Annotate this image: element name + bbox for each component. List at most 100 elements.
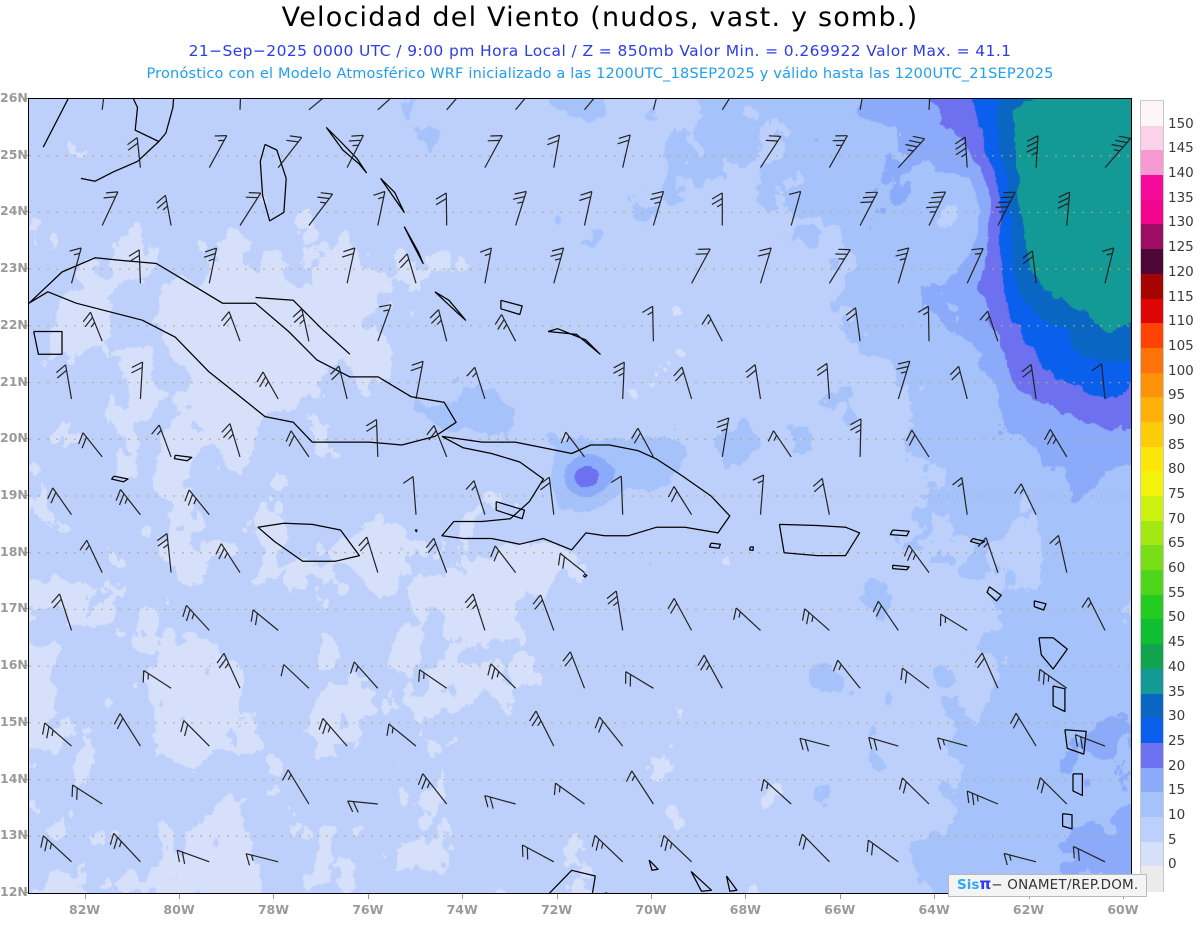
lat-tick-label: 12N bbox=[0, 884, 28, 899]
colorbar-band bbox=[1141, 816, 1163, 843]
colorbar-band bbox=[1141, 421, 1163, 448]
colorbar-tick-label: 145 bbox=[1168, 140, 1194, 157]
lon-tick-label: 82W bbox=[69, 902, 101, 917]
colorbar-band bbox=[1141, 767, 1163, 793]
colorbar-tick-label: 30 bbox=[1168, 708, 1186, 725]
lon-tick-mark bbox=[84, 894, 86, 899]
colorbar-band bbox=[1141, 101, 1163, 127]
colorbar[interactable] bbox=[1140, 100, 1164, 892]
lon-tick-mark bbox=[839, 894, 841, 899]
colorbar-band bbox=[1141, 446, 1163, 472]
lon-tick-label: 74W bbox=[446, 902, 478, 917]
colorbar-band bbox=[1141, 175, 1163, 201]
colorbar-tick-label: 45 bbox=[1168, 634, 1186, 651]
lat-tick-label: 13N bbox=[0, 827, 28, 843]
logo-sis-text: Sis bbox=[957, 877, 980, 893]
colorbar-tick-label: 140 bbox=[1168, 165, 1194, 182]
colorbar-tick-label: 60 bbox=[1168, 560, 1186, 577]
lat-tick-mark bbox=[23, 892, 28, 893]
colorbar-band bbox=[1141, 273, 1163, 300]
colorbar-tick-label: 35 bbox=[1168, 683, 1186, 700]
lat-tick-label: 14N bbox=[0, 770, 28, 786]
colorbar-tick-label: 85 bbox=[1168, 436, 1186, 453]
attribution-logo: Sisπ− ONAMET/REP.DOM. bbox=[948, 874, 1148, 897]
lat-tick-label: 25N bbox=[0, 146, 28, 162]
colorbar-band bbox=[1141, 594, 1163, 621]
colorbar-tick-label: 90 bbox=[1168, 411, 1186, 428]
lat-tick-label: 17N bbox=[0, 600, 28, 616]
colorbar-tick-label: 75 bbox=[1168, 486, 1186, 502]
lon-tick-mark bbox=[745, 894, 747, 899]
model-info-line: Pronóstico con el Modelo Atmosférico WRF… bbox=[146, 66, 1054, 82]
colorbar-tick-label: 105 bbox=[1168, 337, 1194, 354]
wind-speed-shading bbox=[29, 99, 1131, 893]
colorbar-tick-label: 20 bbox=[1168, 757, 1186, 774]
colorbar-tick-label: 150 bbox=[1168, 115, 1194, 132]
lat-tick-mark bbox=[23, 438, 28, 440]
colorbar-tick-label: 95 bbox=[1168, 387, 1186, 404]
lon-tick-label: 80W bbox=[163, 902, 195, 917]
lat-tick-label: 24N bbox=[0, 203, 28, 219]
logo-org-text: − ONAMET/REP.DOM. bbox=[991, 877, 1139, 893]
colorbar-band bbox=[1141, 570, 1163, 596]
colorbar-tick-label: 70 bbox=[1168, 510, 1186, 527]
lat-tick-mark bbox=[23, 154, 28, 156]
map-panel[interactable] bbox=[28, 98, 1132, 894]
lon-tick-label: 68W bbox=[729, 902, 761, 917]
colorbar-tick-label: 100 bbox=[1168, 362, 1194, 379]
lat-tick-label: 16N bbox=[0, 657, 28, 673]
colorbar-tick-label: 110 bbox=[1168, 313, 1194, 330]
lat-tick-mark bbox=[23, 211, 28, 213]
colorbar-band bbox=[1141, 792, 1163, 818]
colorbar-tick-label: 50 bbox=[1168, 609, 1186, 626]
colorbar-tick-label: 15 bbox=[1168, 782, 1186, 799]
colorbar-tick-label: 80 bbox=[1168, 461, 1186, 478]
colorbar-band bbox=[1141, 150, 1163, 176]
lat-tick-mark bbox=[23, 381, 28, 383]
colorbar-tick-label: 0 bbox=[1168, 856, 1177, 873]
colorbar-tick-label: 135 bbox=[1168, 189, 1194, 206]
lat-tick-label: 15N bbox=[0, 713, 28, 729]
lon-tick-label: 62W bbox=[1012, 902, 1045, 917]
lat-tick-mark bbox=[23, 778, 28, 780]
lat-tick-mark bbox=[23, 324, 28, 326]
lat-tick-label: 19N bbox=[0, 487, 28, 502]
lon-tick-label: 66W bbox=[824, 902, 856, 917]
lat-tick-mark bbox=[23, 98, 28, 99]
colorbar-tick-label: 40 bbox=[1168, 658, 1186, 675]
lon-tick-mark bbox=[934, 894, 936, 899]
colorbar-tick-label: 65 bbox=[1168, 535, 1186, 552]
colorbar-band bbox=[1141, 397, 1163, 423]
colorbar-band bbox=[1141, 471, 1163, 497]
colorbar-tick-label: 5 bbox=[1168, 831, 1177, 848]
colorbar-band bbox=[1141, 520, 1163, 546]
colorbar-tick-label: 120 bbox=[1168, 263, 1194, 280]
lat-tick-label: 26N bbox=[0, 90, 28, 105]
lon-tick-label: 70W bbox=[635, 902, 667, 917]
colorbar-band bbox=[1141, 298, 1163, 324]
lat-tick-mark bbox=[23, 268, 28, 270]
colorbar-tick-label: 25 bbox=[1168, 732, 1186, 749]
lon-tick-label: 72W bbox=[540, 902, 573, 917]
colorbar-band bbox=[1141, 693, 1163, 719]
colorbar-tick-label: 55 bbox=[1168, 584, 1186, 601]
lon-tick-mark bbox=[650, 894, 652, 899]
lat-tick-label: 18N bbox=[0, 543, 28, 559]
lat-tick-mark bbox=[23, 835, 28, 837]
colorbar-tick-label: 125 bbox=[1168, 239, 1194, 256]
colorbar-band bbox=[1141, 496, 1163, 522]
lat-tick-label: 22N bbox=[0, 316, 28, 332]
lat-tick-mark bbox=[23, 721, 28, 723]
colorbar-band bbox=[1141, 372, 1163, 398]
colorbar-band bbox=[1141, 545, 1163, 571]
lon-tick-mark bbox=[462, 894, 464, 899]
lon-tick-label: 64W bbox=[918, 902, 950, 917]
colorbar-band bbox=[1141, 619, 1163, 645]
lon-tick-mark bbox=[367, 894, 369, 899]
colorbar-band bbox=[1141, 199, 1163, 226]
colorbar-band bbox=[1141, 347, 1163, 374]
colorbar-band bbox=[1141, 668, 1163, 695]
colorbar-band bbox=[1141, 644, 1163, 670]
colorbar-band bbox=[1141, 323, 1163, 349]
